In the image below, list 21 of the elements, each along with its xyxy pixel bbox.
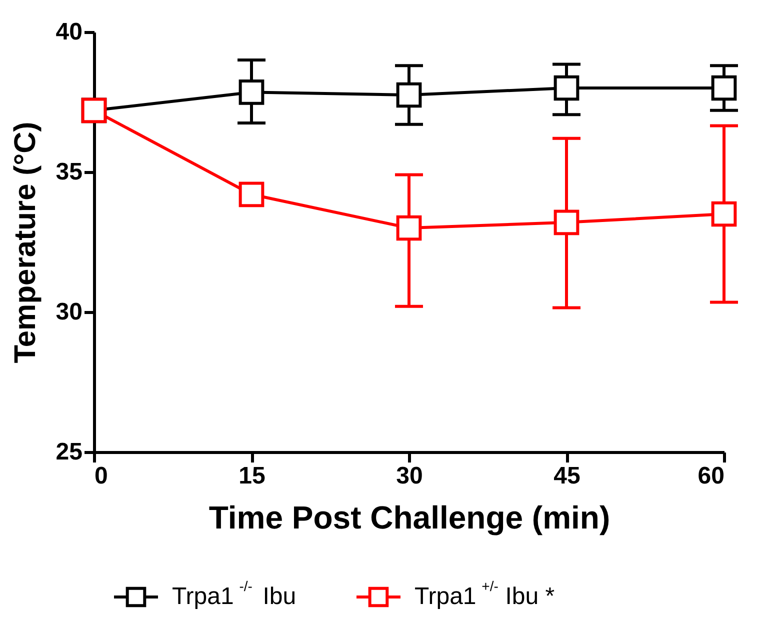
x-tick-label: 45 bbox=[554, 462, 580, 490]
x-tick-label: 0 bbox=[94, 462, 108, 490]
point bbox=[711, 201, 737, 227]
x-tick-label: 60 bbox=[698, 462, 724, 490]
legend-label: Trpa1-/- Ibu bbox=[172, 578, 296, 610]
y-axis-title: Temperature (°C) bbox=[8, 122, 42, 364]
y-tick-label: 25 bbox=[56, 438, 82, 466]
point bbox=[238, 80, 264, 105]
point bbox=[554, 210, 580, 236]
point bbox=[396, 82, 422, 108]
legend-label: Trpa1+/- Ibu * bbox=[414, 578, 555, 610]
point bbox=[554, 75, 580, 101]
x-axis-title: Time Post Challenge (min) bbox=[208, 500, 610, 536]
x-tick-label: 30 bbox=[396, 462, 423, 490]
point bbox=[396, 215, 422, 241]
point bbox=[711, 75, 737, 101]
point bbox=[238, 182, 264, 208]
y-tick-label: 40 bbox=[56, 18, 82, 46]
y-tick-label: 35 bbox=[56, 158, 82, 186]
x-tick-label: 15 bbox=[238, 462, 266, 490]
y-tick-label: 30 bbox=[56, 298, 82, 326]
